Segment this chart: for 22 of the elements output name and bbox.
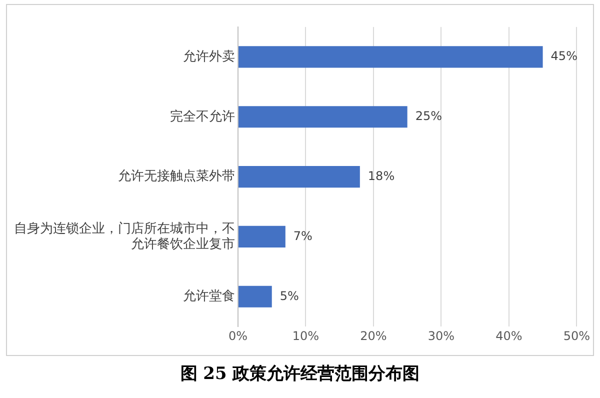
- data-label: 7%: [293, 228, 312, 243]
- data-label: 5%: [280, 288, 299, 303]
- data-label: 25%: [415, 109, 442, 124]
- text: 图 25 政策允许经营范围分布图: [179, 363, 421, 385]
- y-tick-label: 自身为连锁企业，门店所在城市中，不允许餐饮企业复市: [14, 220, 235, 252]
- bar: [238, 286, 272, 308]
- y-tick-label: 允许外卖: [183, 49, 235, 64]
- y-tick-label: 完全不允许: [170, 108, 235, 124]
- x-tick-label: 10%: [292, 328, 320, 343]
- bar: [238, 106, 408, 128]
- bar: [238, 166, 360, 188]
- x-tick-label: 20%: [360, 328, 387, 343]
- y-tick-label: 允许堂食: [183, 289, 235, 304]
- bar: [238, 226, 286, 248]
- data-label: 45%: [550, 49, 578, 64]
- x-tick-label: 30%: [428, 328, 455, 343]
- data-label: 18%: [368, 168, 395, 183]
- x-tick-label: 40%: [496, 328, 522, 343]
- y-tick-label: 允许无接触点菜外带: [118, 169, 235, 184]
- x-tick-label: 0%: [228, 328, 248, 343]
- bar: [238, 46, 543, 68]
- x-tick-label: 50%: [563, 328, 590, 343]
